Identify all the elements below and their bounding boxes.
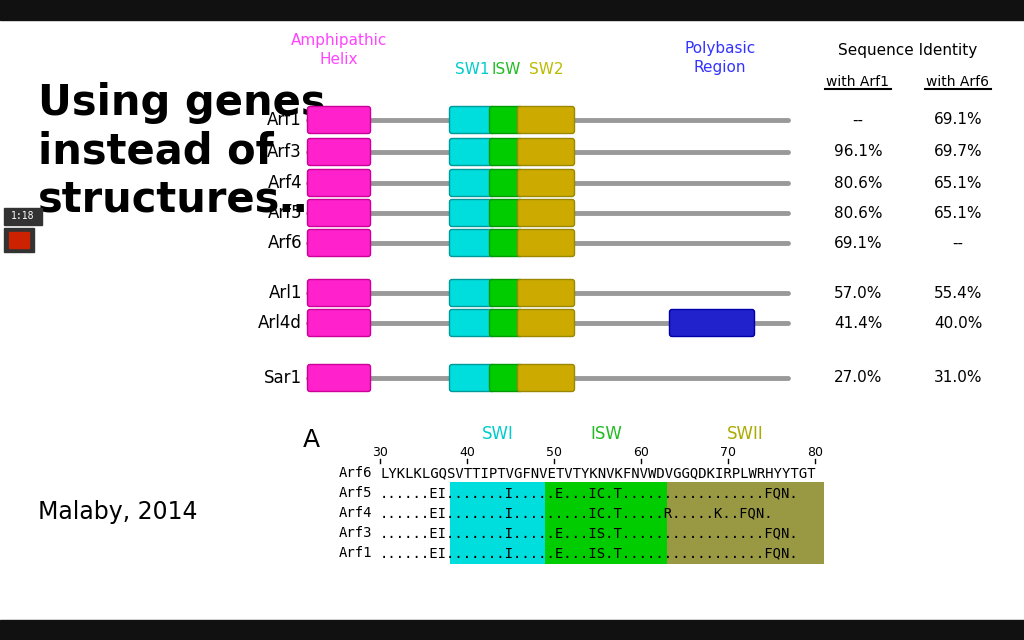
FancyBboxPatch shape — [307, 200, 371, 227]
Text: Arf6: Arf6 — [339, 466, 372, 480]
FancyBboxPatch shape — [450, 280, 495, 307]
Text: 60: 60 — [633, 447, 649, 460]
Text: Arf3: Arf3 — [267, 143, 302, 161]
FancyBboxPatch shape — [450, 200, 495, 227]
Text: with Arf6: with Arf6 — [927, 75, 989, 89]
FancyBboxPatch shape — [517, 170, 574, 196]
FancyBboxPatch shape — [489, 230, 522, 257]
Text: 96.1%: 96.1% — [834, 145, 883, 159]
Text: Arf3: Arf3 — [339, 526, 372, 540]
Text: 65.1%: 65.1% — [934, 175, 982, 191]
FancyBboxPatch shape — [517, 230, 574, 257]
Text: Arf4: Arf4 — [339, 506, 372, 520]
FancyBboxPatch shape — [489, 170, 522, 196]
Text: Malaby, 2014: Malaby, 2014 — [38, 500, 198, 524]
Text: Arl4d: Arl4d — [258, 314, 302, 332]
FancyBboxPatch shape — [307, 170, 371, 196]
Text: instead of: instead of — [38, 130, 273, 172]
FancyBboxPatch shape — [489, 138, 522, 166]
Text: Arl1: Arl1 — [268, 284, 302, 302]
FancyBboxPatch shape — [450, 170, 495, 196]
Text: 70: 70 — [720, 447, 736, 460]
Text: 31.0%: 31.0% — [934, 371, 982, 385]
FancyBboxPatch shape — [517, 280, 574, 307]
FancyBboxPatch shape — [307, 230, 371, 257]
Bar — [450, 482, 546, 564]
FancyBboxPatch shape — [489, 310, 522, 337]
FancyBboxPatch shape — [450, 106, 495, 134]
FancyBboxPatch shape — [517, 365, 574, 392]
FancyBboxPatch shape — [307, 138, 371, 166]
FancyBboxPatch shape — [450, 310, 495, 337]
Text: Using genes: Using genes — [38, 82, 326, 124]
FancyBboxPatch shape — [517, 200, 574, 227]
Text: Arf6: Arf6 — [267, 234, 302, 252]
Text: Amphipathic
Helix: Amphipathic Helix — [291, 33, 387, 67]
Text: Arf4: Arf4 — [267, 174, 302, 192]
Bar — [0, 0, 1024, 20]
Text: Arf1: Arf1 — [339, 546, 372, 560]
Text: 41.4%: 41.4% — [834, 316, 883, 330]
Text: 69.1%: 69.1% — [834, 236, 883, 250]
FancyBboxPatch shape — [307, 106, 371, 134]
Text: with Arf1: with Arf1 — [826, 75, 890, 89]
Text: 40.0%: 40.0% — [934, 316, 982, 330]
Text: ......EI.......I.........IC.T.....R.....K..FQN.: ......EI.......I.........IC.T.....R.....… — [380, 506, 773, 520]
FancyBboxPatch shape — [489, 106, 522, 134]
Text: 80.6%: 80.6% — [834, 205, 883, 221]
FancyBboxPatch shape — [489, 200, 522, 227]
FancyBboxPatch shape — [517, 106, 574, 134]
Text: SW2: SW2 — [528, 63, 563, 77]
Text: ......EI.......I.....E...IS.T.................FQN.: ......EI.......I.....E...IS.T...........… — [380, 546, 799, 560]
FancyBboxPatch shape — [450, 138, 495, 166]
Text: SW1: SW1 — [455, 63, 489, 77]
Text: 30: 30 — [372, 447, 388, 460]
Bar — [4, 208, 42, 225]
FancyBboxPatch shape — [489, 365, 522, 392]
Text: structures…: structures… — [38, 178, 322, 220]
Text: 40: 40 — [459, 447, 475, 460]
Text: ISW: ISW — [492, 63, 520, 77]
Text: --: -- — [952, 236, 964, 250]
FancyBboxPatch shape — [517, 310, 574, 337]
FancyBboxPatch shape — [450, 365, 495, 392]
Text: A: A — [303, 428, 321, 452]
Bar — [4, 228, 34, 252]
Text: Polybasic
Region: Polybasic Region — [684, 41, 756, 75]
Text: Sequence Identity: Sequence Identity — [839, 42, 978, 58]
Text: Arf5: Arf5 — [267, 204, 302, 222]
Text: 80: 80 — [807, 447, 823, 460]
Text: 80.6%: 80.6% — [834, 175, 883, 191]
FancyBboxPatch shape — [307, 280, 371, 307]
FancyBboxPatch shape — [450, 230, 495, 257]
Text: 69.1%: 69.1% — [934, 113, 982, 127]
Text: LYKLKLGQSVTTIPTVGFNVETVTYKNVKFNVWDVGGQDKIRPLWRHYYTGT: LYKLKLGQSVTTIPTVGFNVETVTYKNVKFNVWDVGGQDK… — [380, 466, 815, 480]
Text: 65.1%: 65.1% — [934, 205, 982, 221]
Text: 55.4%: 55.4% — [934, 285, 982, 301]
Text: 50: 50 — [546, 447, 562, 460]
Bar — [667, 482, 823, 564]
Text: 1:18: 1:18 — [11, 211, 35, 221]
Text: Arf1: Arf1 — [267, 111, 302, 129]
Text: ......EI.......I.....E...IS.T.................FQN.: ......EI.......I.....E...IS.T...........… — [380, 526, 799, 540]
Text: 69.7%: 69.7% — [934, 145, 982, 159]
Text: Arf5: Arf5 — [339, 486, 372, 500]
Text: SWII: SWII — [727, 425, 764, 443]
Bar — [546, 482, 667, 564]
FancyBboxPatch shape — [489, 280, 522, 307]
Text: SWI: SWI — [481, 425, 513, 443]
FancyBboxPatch shape — [307, 365, 371, 392]
Bar — [0, 620, 1024, 640]
Text: Sar1: Sar1 — [264, 369, 302, 387]
Text: 27.0%: 27.0% — [834, 371, 883, 385]
Text: ISW: ISW — [590, 425, 623, 443]
FancyBboxPatch shape — [307, 310, 371, 337]
Bar — [9, 232, 29, 248]
Text: ......EI.......I.....E...IC.T.................FQN.: ......EI.......I.....E...IC.T...........… — [380, 486, 799, 500]
Text: --: -- — [853, 113, 863, 127]
FancyBboxPatch shape — [517, 138, 574, 166]
Text: 57.0%: 57.0% — [834, 285, 883, 301]
FancyBboxPatch shape — [670, 310, 755, 337]
